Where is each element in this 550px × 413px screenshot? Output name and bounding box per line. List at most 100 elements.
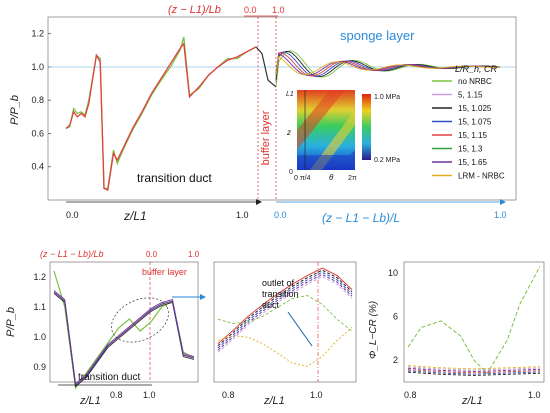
panel-c-y-tick-label: 6 <box>393 312 398 322</box>
panel-a-top-formula: (z − L1 − Lb)/Lb <box>40 249 104 259</box>
main-y-tick-label: 0.4 <box>31 162 44 172</box>
panel-a: 0.91.01.11.2 P/P_b (z − L1 − Lb)/Lb 0.0 … <box>5 249 206 407</box>
right-arrow-head <box>500 199 506 205</box>
panel-c-series-line-no-nrbc <box>407 266 541 375</box>
panel-c-frame <box>403 261 545 383</box>
inset-colorbar <box>362 94 371 160</box>
panel-b-series-line <box>217 273 353 351</box>
main-ylabel: P/P_b <box>9 95 21 125</box>
panel-c-y-tick-label: 10 <box>388 268 398 278</box>
legend-label: 15, 1.025 <box>458 104 492 113</box>
main-y-tick-label: 0.6 <box>31 128 44 138</box>
panel-b-series-line <box>217 276 353 353</box>
inset-x-left: 0 π/4 <box>294 175 311 182</box>
bottom-formula: z/L1 <box>123 209 147 223</box>
panel-a-y-tick-label: 1.2 <box>33 272 46 282</box>
inset-y-bottom: 0 <box>289 169 293 176</box>
main-plot-frame <box>47 16 517 201</box>
panel-b-series-line-yellow <box>217 327 353 367</box>
panel-a-series-line-extra <box>53 291 195 386</box>
panel-c-y-ticks: 2 6 10 <box>388 268 398 365</box>
panel-a-tick-08: 0.8 <box>110 390 123 400</box>
panel-a-top-tick-1: 1.0 <box>188 250 200 259</box>
legend: L/R_h, CR no NRBC 5, 1.15 15, 1.025 15, 1.0… <box>432 64 505 181</box>
panel-b: outlet of transition duct 0.8 1.0 z/L1 <box>213 261 357 407</box>
legend-label: 5, 1.15 <box>458 91 483 100</box>
panel-a-y-tick-label: 0.9 <box>33 362 46 372</box>
panel-b-tick-10: 1.0 <box>310 390 323 400</box>
inset-band-1 <box>297 90 345 150</box>
main-series-lines <box>65 36 501 191</box>
legend-label: 15, 1.65 <box>458 158 487 167</box>
legend-label: 15, 1.15 <box>458 131 487 140</box>
inset-cb-bottom: 0.2 MPa <box>374 157 400 164</box>
right-tick-1: 1.0 <box>494 210 507 220</box>
panel-b-series-line-green <box>217 295 353 332</box>
panel-a-series-line-extra <box>53 290 195 385</box>
main-panel: 0.4 0.6 0.8 1.0 1.2 P/P_b (z − L1)/Lb 0.0 1.… <box>9 4 517 225</box>
panel-a-buffer-label: buffer layer <box>142 267 187 277</box>
panel-a-to-b-arrow-head <box>200 294 206 300</box>
top-formula-label: (z − L1)/Lb <box>168 4 221 16</box>
right-formula: (z − L1 − Lb)/L <box>322 211 400 225</box>
panel-b-xlabel: z/L1 <box>263 395 285 407</box>
panel-c-tick-08: 0.8 <box>404 390 417 400</box>
panel-a-frame <box>49 261 199 383</box>
inset-y-label: z <box>286 128 291 137</box>
inset-cb-top: 1.0 MPa <box>374 94 400 101</box>
series-line-15-1-15 <box>65 41 257 191</box>
panel-a-zoom-ellipse <box>111 297 169 343</box>
transition-duct-label: transition duct <box>137 171 212 185</box>
main-y-tick-label: 0.8 <box>31 95 44 105</box>
right-tick-0: 0.0 <box>274 210 287 220</box>
panel-c-ylabel: Φ_L−CR (%) <box>368 301 379 359</box>
sponge-osc-line <box>275 55 501 76</box>
panel-c-series-lines <box>407 266 541 376</box>
bottom-tick-1: 1.0 <box>236 210 249 220</box>
buffer-segment-line <box>255 46 277 88</box>
panel-a-y-tick-label: 1.1 <box>33 302 46 312</box>
panel-c-series-line <box>407 371 541 376</box>
panel-b-annotation-3: duct <box>262 300 280 310</box>
panel-a-top-tick-0: 0.0 <box>146 250 158 259</box>
top-tick-1: 1.0 <box>272 5 285 15</box>
panel-b-annotation-1: outlet of <box>262 278 295 288</box>
panel-a-transition-label: transition duct <box>78 372 140 383</box>
top-tick-0: 0.0 <box>244 5 257 15</box>
panel-c-series-line <box>407 366 541 371</box>
panel-a-y-ticks: 0.9 1.0 1.1 1.2 <box>33 272 46 372</box>
legend-label: LRM - NRBC <box>458 172 505 181</box>
panel-b-annotation-2: transition <box>262 289 299 299</box>
legend-title: L/R_h, CR <box>455 64 498 74</box>
panel-c: 2 6 10 Φ_L−CR (%) 0.8 1.0 z/L1 <box>368 261 545 407</box>
panel-b-series-lines <box>217 267 353 367</box>
panel-b-frame <box>213 261 357 383</box>
inset-y-top: L1 <box>286 91 294 98</box>
sponge-layer-label: sponge layer <box>340 28 415 43</box>
buffer-layer-label: buffer layer <box>260 110 272 165</box>
panel-a-series-line <box>53 270 195 390</box>
inset-contour: 1.0 MPa 0.2 MPa z L1 0 0 π/4 θ 2π <box>286 90 400 182</box>
inset-band-3 <box>297 150 355 170</box>
panel-a-ylabel: P/P_b <box>5 307 17 337</box>
panel-b-series-line <box>217 271 353 349</box>
panel-b-annotation-arrow <box>287 311 313 347</box>
panel-c-series-line <box>407 370 541 375</box>
panel-a-y-tick-label: 1.0 <box>33 332 46 342</box>
panel-a-xlabel: z/L1 <box>79 395 101 407</box>
bottom-tick-0: 0.0 <box>66 210 79 220</box>
legend-label: no NRBC <box>458 77 492 86</box>
bottom-arrow-head <box>256 199 262 205</box>
main-y-tick-label: 1.2 <box>31 29 44 39</box>
panel-c-y-tick-label: 2 <box>393 355 398 365</box>
inset-x-label: θ <box>329 173 334 182</box>
panel-b-tick-08: 0.8 <box>222 390 235 400</box>
inset-x-right: 2π <box>348 175 357 182</box>
legend-label: 15, 1.3 <box>458 145 483 154</box>
main-y-tick-label: 1.0 <box>31 62 44 72</box>
panel-c-series-line <box>407 367 541 372</box>
panel-a-tick-10: 1.0 <box>143 390 156 400</box>
panel-c-series-line <box>407 369 541 374</box>
panel-c-xlabel: z/L1 <box>461 395 483 407</box>
